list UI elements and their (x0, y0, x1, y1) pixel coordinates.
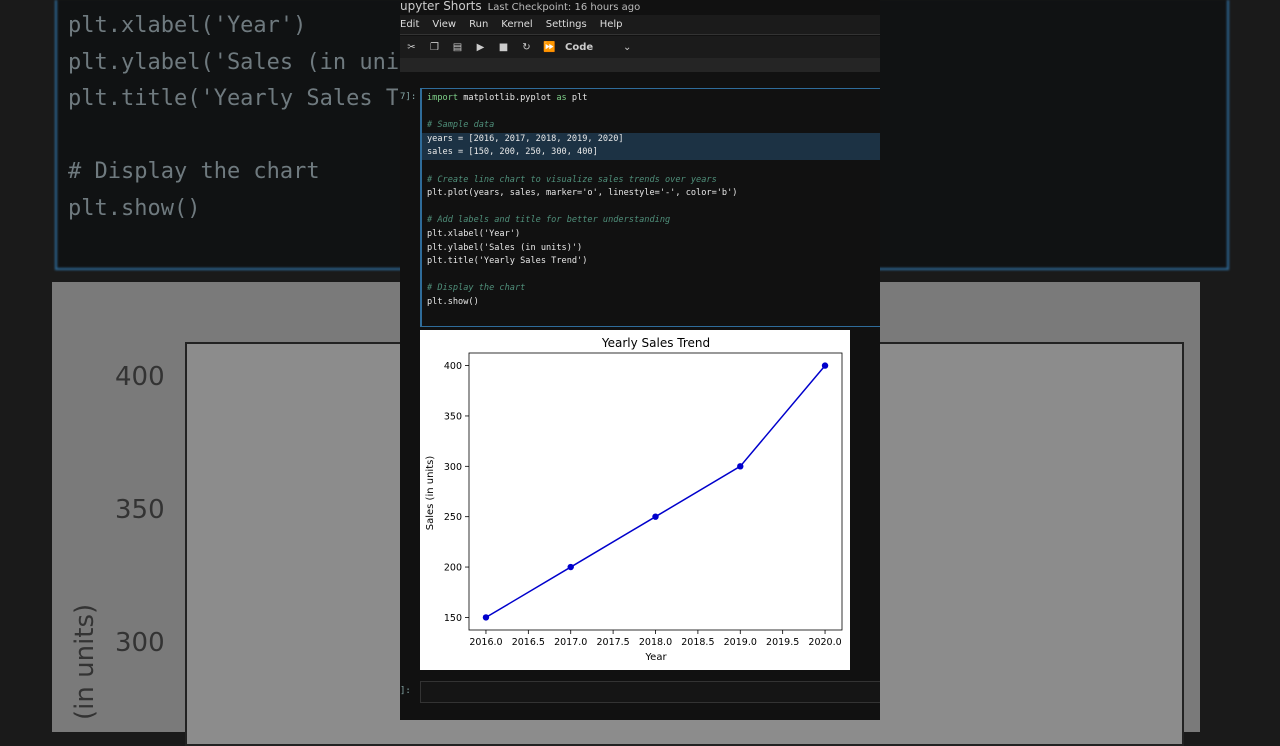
code-comment: # Sample data (427, 120, 495, 131)
code-line: years = [2016, 2017, 2018, 2019, 2020] (422, 132, 880, 147)
code-line: plt.ylabel('Sales (in units)') (427, 242, 583, 253)
data-point (737, 463, 744, 470)
title-bar: upyter Shorts Last Checkpoint: 16 hours a… (400, 0, 641, 14)
jupyter-window: upyter Shorts Last Checkpoint: 16 hours a… (400, 0, 880, 720)
menu-kernel[interactable]: Kernel (501, 19, 533, 30)
empty-cell-prompt: ]: (400, 686, 411, 696)
y-tick-label: 400 (444, 361, 462, 372)
menu-bar: Edit View Run Kernel Settings Help (400, 15, 880, 35)
code-token: import (427, 93, 459, 103)
code-line: sales = [150, 200, 250, 300, 400] (422, 146, 880, 160)
toolbar: ✂ ❐ ▤ ▶ ■ ↻ ⏩ Code ⌄ (400, 36, 880, 58)
x-tick-label: 2018.5 (681, 637, 714, 648)
paste-icon[interactable]: ▤ (452, 41, 463, 53)
code-cell[interactable]: import matplotlib.pyplot as plt # Sample… (420, 88, 880, 327)
code-comment: # Add labels and title for better unders… (427, 215, 671, 226)
chart-title: Yearly Sales Trend (601, 336, 710, 350)
y-tick-label: 350 (444, 411, 462, 422)
y-tick-label: 250 (444, 512, 462, 523)
x-tick-label: 2019.0 (724, 637, 757, 648)
y-tick-label: 200 (444, 563, 462, 574)
cell-prompt: 7]: (400, 92, 417, 102)
run-icon[interactable]: ▶ (476, 41, 485, 53)
menu-settings[interactable]: Settings (545, 19, 587, 30)
background-code-text: plt.xlabel('Year') plt.ylabel('Sales (in… (68, 13, 398, 221)
notebook-header-strip (400, 58, 880, 72)
y-axis-label: Sales (in units) (425, 456, 436, 531)
data-point (821, 362, 829, 369)
code-line: plt.plot(years, sales, marker='o', lines… (427, 188, 738, 199)
y-tick-label: 300 (444, 462, 462, 473)
code-comment: # Display the chart (427, 283, 526, 294)
data-point (567, 563, 574, 571)
cell-output: Yearly Sales Trend Year Sales (in units)… (420, 330, 850, 670)
notebook-name[interactable]: Shorts (443, 0, 482, 13)
copy-icon[interactable]: ❐ (430, 41, 439, 53)
restart-icon[interactable]: ↻ (522, 41, 531, 53)
cut-icon[interactable]: ✂ (407, 41, 416, 53)
code-line: plt.xlabel('Year') (427, 228, 521, 239)
chevron-down-icon[interactable]: ⌄ (623, 41, 632, 53)
background-code-area: plt.xlabel('Year') plt.ylabel('Sales (in… (68, 8, 398, 248)
cell-type-select[interactable]: Code (565, 41, 594, 53)
menu-run[interactable]: Run (469, 19, 489, 30)
code-editor[interactable]: import matplotlib.pyplot as plt # Sample… (422, 92, 880, 310)
axes-frame (468, 352, 843, 631)
empty-code-cell[interactable] (420, 681, 880, 703)
checkpoint-status: Last Checkpoint: 16 hours ago (487, 2, 641, 13)
code-token: plt (566, 93, 588, 103)
background-ytick: 350 (115, 495, 165, 525)
x-tick-label: 2019.5 (766, 637, 799, 648)
x-tick-label: 2017.5 (596, 637, 629, 648)
menu-view[interactable]: View (432, 19, 457, 30)
menu-edit[interactable]: Edit (400, 19, 420, 30)
line-chart: Yearly Sales Trend Year Sales (in units)… (425, 336, 843, 663)
x-tick-label: 2018.0 (639, 637, 672, 648)
code-line: plt.title('Yearly Sales Trend') (427, 256, 588, 267)
x-tick-label: 2017.0 (554, 637, 587, 648)
background-ytick: 400 (115, 362, 165, 392)
background-ytick: 300 (115, 628, 165, 658)
x-tick-label: 2016.0 (469, 637, 502, 648)
code-token: as (556, 93, 567, 103)
x-tick-label: 2016.5 (512, 637, 545, 648)
series-line (485, 365, 826, 619)
data-point (652, 513, 659, 520)
y-tick-label: 150 (444, 613, 462, 624)
stop-icon[interactable]: ■ (498, 41, 509, 53)
x-axis-label: Year (644, 652, 667, 663)
app-name: upyter (400, 0, 440, 13)
code-token: matplotlib.pyplot (458, 93, 557, 103)
x-tick-label: 2020.0 (808, 637, 841, 648)
fast-forward-icon[interactable]: ⏩ (543, 41, 556, 53)
background-ylabel: (in units) (70, 603, 100, 720)
code-line: plt.show() (427, 296, 479, 307)
code-comment: # Create line chart to visualize sales t… (427, 174, 717, 185)
data-point (482, 614, 490, 621)
menu-help[interactable]: Help (599, 19, 623, 30)
